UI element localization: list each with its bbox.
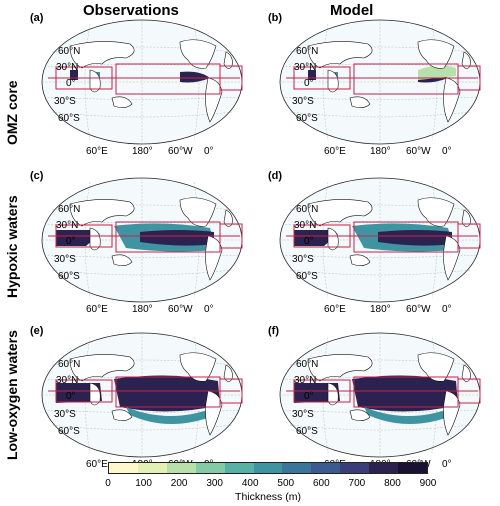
lat-label-0: 0° bbox=[66, 236, 76, 247]
lon-label-0: 0° bbox=[442, 146, 452, 157]
lon-label-60w: 60°W bbox=[168, 304, 193, 315]
world-map bbox=[41, 332, 243, 458]
map-panel-c: (c) 60°N 30°N 0° 30°S 60°S 60°E 180° 60°W 0° bbox=[30, 170, 248, 316]
colorbar-tick-500: 500 bbox=[277, 478, 295, 489]
colorbar-label: Thickness (m) bbox=[235, 491, 301, 503]
world-map bbox=[279, 19, 481, 145]
lon-label-60w: 60°W bbox=[406, 304, 431, 315]
colorbar-swatch-2 bbox=[166, 463, 196, 473]
world-map bbox=[279, 332, 481, 458]
colorbar-swatch-8 bbox=[340, 463, 370, 473]
lon-label-60e: 60°E bbox=[324, 304, 346, 315]
lon-label-180: 180° bbox=[132, 146, 153, 157]
colorbar-swatch-4 bbox=[224, 463, 254, 473]
lat-label-30s: 30°S bbox=[292, 96, 314, 107]
lat-label-0: 0° bbox=[304, 391, 314, 402]
colorbar-tick-900: 900 bbox=[419, 478, 437, 489]
lon-label-60e: 60°E bbox=[86, 304, 108, 315]
lat-label-30s: 30°S bbox=[292, 254, 314, 265]
panel-label: (f) bbox=[268, 325, 279, 337]
lon-label-0: 0° bbox=[442, 459, 452, 470]
map-panel-d: (d) 60°N 30°N 0° 30°S 60°S 60°E 180° 60°W 0° bbox=[268, 170, 486, 316]
colorbar-swatch-5 bbox=[253, 463, 283, 473]
lat-label-30n: 30°N bbox=[56, 220, 79, 231]
lat-label-60s: 60°S bbox=[296, 426, 318, 437]
colorbar-swatch-9 bbox=[369, 463, 399, 473]
lat-label-30n: 30°N bbox=[294, 220, 317, 231]
lon-label-60w: 60°W bbox=[406, 146, 431, 157]
panel-label: (b) bbox=[268, 12, 283, 24]
colorbar-swatch-0 bbox=[109, 463, 138, 473]
lat-label-0: 0° bbox=[304, 78, 314, 89]
world-map bbox=[41, 19, 243, 145]
colorbar bbox=[108, 462, 428, 474]
panel-label: (e) bbox=[30, 325, 44, 337]
lon-label-60e: 60°E bbox=[86, 459, 108, 470]
lat-label-30n: 30°N bbox=[56, 375, 79, 386]
world-map bbox=[41, 177, 243, 303]
lon-label-180: 180° bbox=[132, 304, 153, 315]
colorbar-tick-800: 800 bbox=[384, 478, 401, 489]
lat-label-60s: 60°S bbox=[58, 113, 80, 124]
lon-label-60e: 60°E bbox=[86, 146, 108, 157]
world-map bbox=[279, 177, 481, 303]
colorbar-tick-0: 0 bbox=[105, 478, 111, 489]
map-panel-b: (b) 60°N 30°N 0° 30°S 60°S 60°E 180° 60°W 0° bbox=[268, 12, 486, 158]
lon-label-0: 0° bbox=[204, 146, 214, 157]
lat-label-30s: 30°S bbox=[54, 409, 76, 420]
lat-label-60n: 60°N bbox=[296, 359, 319, 370]
colorbar-tick-400: 400 bbox=[241, 478, 259, 489]
panel-label: (d) bbox=[268, 170, 283, 182]
lat-label-30n: 30°N bbox=[294, 375, 317, 386]
panel-label: (a) bbox=[30, 12, 44, 24]
colorbar-tick-200: 200 bbox=[170, 478, 188, 489]
lat-label-0: 0° bbox=[304, 236, 314, 247]
colorbar-tick-300: 300 bbox=[206, 478, 223, 489]
colorbar-swatch-3 bbox=[195, 463, 225, 473]
colorbar-swatch-7 bbox=[311, 463, 341, 473]
lat-label-60n: 60°N bbox=[296, 204, 319, 215]
lat-label-60s: 60°S bbox=[58, 426, 80, 437]
colorbar-tick-100: 100 bbox=[135, 478, 152, 489]
lon-label-180: 180° bbox=[370, 304, 391, 315]
lat-label-60n: 60°N bbox=[58, 204, 81, 215]
lat-label-60s: 60°S bbox=[58, 271, 80, 282]
lat-label-0: 0° bbox=[66, 391, 76, 402]
colorbar-swatch-1 bbox=[137, 463, 167, 473]
lat-label-60n: 60°N bbox=[296, 46, 319, 57]
lat-label-0: 0° bbox=[66, 78, 76, 89]
lat-label-30s: 30°S bbox=[292, 409, 314, 420]
lat-label-30n: 30°N bbox=[294, 62, 317, 73]
lat-label-60s: 60°S bbox=[296, 271, 318, 282]
lon-label-0: 0° bbox=[442, 304, 452, 315]
colorbar-tick-700: 700 bbox=[348, 478, 366, 489]
column-title-model: Model bbox=[330, 2, 374, 19]
row-title-hypoxic: Hypoxic waters bbox=[4, 195, 20, 298]
lon-label-0: 0° bbox=[204, 304, 214, 315]
lat-label-60s: 60°S bbox=[296, 113, 318, 124]
row-title-low-oxygen: Low-oxygen waters bbox=[4, 330, 20, 460]
map-panel-a: (a) 60°N 30°N 0° 30°S 60°S 60°E 180° 60°W 0° bbox=[30, 12, 248, 158]
lon-label-60w: 60°W bbox=[168, 146, 193, 157]
lon-label-180: 180° bbox=[370, 146, 391, 157]
row-title-omz-core: OMZ core bbox=[4, 80, 20, 145]
panel-label: (c) bbox=[30, 170, 44, 182]
colorbar-swatch-6 bbox=[282, 463, 312, 473]
colorbar-swatch-10 bbox=[398, 463, 427, 473]
lat-label-30s: 30°S bbox=[54, 254, 76, 265]
lon-label-60e: 60°E bbox=[324, 146, 346, 157]
lat-label-60n: 60°N bbox=[58, 46, 81, 57]
lat-label-30n: 30°N bbox=[56, 62, 79, 73]
lat-label-60n: 60°N bbox=[58, 359, 81, 370]
column-title-observations: Observations bbox=[83, 2, 179, 19]
lat-label-30s: 30°S bbox=[54, 96, 76, 107]
colorbar-tick-600: 600 bbox=[312, 478, 330, 489]
